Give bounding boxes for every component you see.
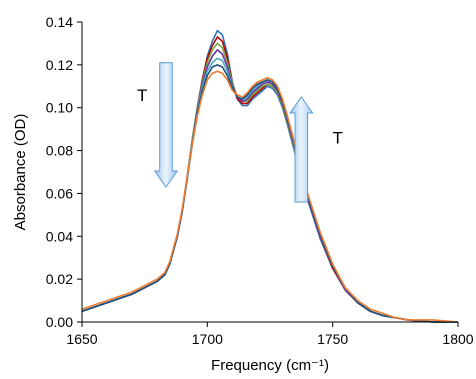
x-tick-label: 1700 xyxy=(192,331,223,347)
series-line-7 xyxy=(81,70,459,323)
y-tick-label: 0.08 xyxy=(46,143,73,159)
axis-ticks xyxy=(77,21,459,327)
series-lines xyxy=(81,29,459,323)
annotation-label: T xyxy=(137,86,147,105)
y-tick-label: 0.12 xyxy=(46,57,73,73)
y-tick-label: 0.14 xyxy=(46,14,73,30)
x-axis-label: Frequency (cm⁻¹) xyxy=(211,357,329,374)
x-tick-labels: 1650 1700 1750 1800 xyxy=(66,331,473,347)
series-line-2 xyxy=(81,36,458,323)
y-tick-label: 0.10 xyxy=(46,100,73,116)
arrow-down-icon xyxy=(153,62,179,188)
arrow-up-icon xyxy=(289,96,314,203)
annotations: TT xyxy=(137,62,343,203)
y-tick-label: 0.04 xyxy=(46,228,73,244)
x-tick-label: 1800 xyxy=(442,331,473,347)
y-tick-label: 0.06 xyxy=(46,185,73,201)
series-line-1 xyxy=(81,29,458,323)
annotation-label: T xyxy=(332,129,342,148)
y-tick-label: 0.00 xyxy=(46,314,73,330)
y-axis-label: Absorbance (OD) xyxy=(12,114,29,231)
x-tick-label: 1650 xyxy=(66,331,97,347)
x-tick-label: 1750 xyxy=(317,331,348,347)
y-tick-labels: 0.00 0.02 0.04 0.06 0.08 0.10 0.12 0.14 xyxy=(46,14,73,330)
y-tick-label: 0.02 xyxy=(46,271,73,287)
